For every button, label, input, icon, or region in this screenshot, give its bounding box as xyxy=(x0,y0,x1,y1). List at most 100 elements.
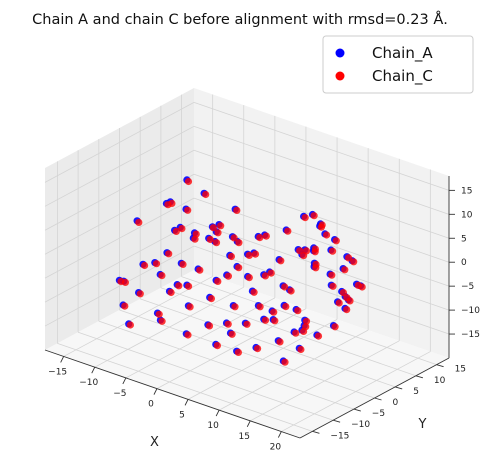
grid-line-z xyxy=(193,173,450,263)
point-chain-c xyxy=(224,320,232,328)
point-chain-c xyxy=(245,274,253,282)
point-chain-c xyxy=(314,332,323,340)
point-chain-c xyxy=(346,297,354,305)
point-chain-c xyxy=(328,271,336,279)
point-chain-c xyxy=(332,237,340,245)
y-axis-label: Y xyxy=(418,417,427,432)
point-chain-c xyxy=(126,321,134,329)
point-chain-c xyxy=(233,206,241,214)
x-axis-line xyxy=(44,349,301,439)
legend-marker-chain-a xyxy=(335,48,345,58)
grid-line-z xyxy=(193,149,450,239)
point-chain-c xyxy=(121,302,129,310)
point-chain-c xyxy=(228,330,236,338)
point-chain-c xyxy=(167,288,175,297)
point-chain-c xyxy=(284,227,292,235)
point-chain-c xyxy=(205,322,214,330)
y-tick-mark xyxy=(415,375,424,379)
point-chain-c xyxy=(243,320,251,328)
point-chain-c xyxy=(184,331,192,339)
x-tick-mark xyxy=(215,409,220,417)
grid-line-z xyxy=(44,245,195,327)
x-axis-label: X xyxy=(150,435,159,450)
point-chain-c xyxy=(329,247,337,255)
legend-marker-chain-c xyxy=(335,71,345,81)
point-chain-c xyxy=(254,345,262,353)
point-chain-c xyxy=(245,251,253,259)
x-tick-mark xyxy=(122,377,127,385)
grid-line-z xyxy=(193,125,450,215)
y-tick-label: 0 xyxy=(393,398,399,408)
point-chain-c xyxy=(214,229,222,237)
point-chain-c xyxy=(345,254,353,262)
grid-line-z xyxy=(44,173,195,255)
point-chain-c xyxy=(164,201,172,209)
point-chain-c xyxy=(301,214,309,222)
point-chain-c xyxy=(141,261,149,270)
point-chain-c xyxy=(214,277,222,285)
y-tick-label: 10 xyxy=(434,376,446,386)
point-chain-c xyxy=(175,282,183,290)
grid-line-z xyxy=(44,149,195,231)
point-chain-c xyxy=(270,308,278,316)
y-tick-label: 15 xyxy=(455,365,466,375)
legend-label-chain-a: Chain_A xyxy=(372,44,433,63)
point-chain-c xyxy=(261,316,270,324)
point-chain-c xyxy=(256,303,264,311)
point-chain-c xyxy=(294,307,302,315)
point-chain-c xyxy=(310,212,318,220)
point-chain-c xyxy=(271,317,279,325)
point-chain-c xyxy=(250,288,258,296)
grid-line-z xyxy=(193,245,450,335)
point-chain-c xyxy=(323,231,331,239)
point-chain-c xyxy=(206,235,214,244)
point-chain-c xyxy=(256,234,264,242)
point-chain-c xyxy=(343,306,351,314)
point-chain-c xyxy=(235,239,243,247)
legend-label-chain-c: Chain_C xyxy=(372,67,433,86)
y-tick-mark xyxy=(332,419,341,423)
x-tick-label: 10 xyxy=(207,421,219,431)
grid-line-z xyxy=(193,101,450,191)
point-chain-c xyxy=(287,287,295,295)
point-chain-c xyxy=(296,247,304,255)
x-tick-mark xyxy=(153,388,158,395)
x-tick-mark xyxy=(60,356,65,363)
point-chain-c xyxy=(172,227,180,235)
x-tick-label: 20 xyxy=(270,443,282,453)
grid-line-z xyxy=(44,221,195,303)
y-tick-mark xyxy=(312,430,320,434)
x-tick-mark xyxy=(91,366,96,374)
point-chain-c xyxy=(191,235,199,243)
point-chain-c xyxy=(209,224,217,232)
legend-box xyxy=(322,35,474,94)
y-tick-label: 5 xyxy=(413,387,419,397)
point-chain-c xyxy=(339,289,347,297)
point-chain-c xyxy=(155,310,163,318)
point-chain-c xyxy=(224,272,232,280)
point-chain-c xyxy=(281,358,289,366)
point-chain-c xyxy=(202,190,210,199)
x-tick-mark xyxy=(246,420,251,428)
legend: Chain_A Chain_C xyxy=(322,35,474,94)
point-chain-c xyxy=(318,221,326,229)
grid-line-y xyxy=(160,287,417,377)
point-chain-c xyxy=(186,303,194,311)
point-chain-c xyxy=(227,252,235,261)
x-tick-mark xyxy=(277,431,282,438)
point-chain-c xyxy=(282,303,290,311)
point-chain-c xyxy=(230,234,238,242)
axis-panes xyxy=(45,88,449,438)
point-chain-c xyxy=(217,222,225,230)
grid-line-y xyxy=(57,342,313,432)
z-tick-label: 5 xyxy=(461,234,467,244)
point-chain-c xyxy=(231,303,239,311)
point-chain-c xyxy=(135,218,143,226)
point-chain-c xyxy=(341,266,349,274)
point-chain-c xyxy=(185,282,193,290)
point-chain-c xyxy=(158,272,166,280)
point-chain-c xyxy=(302,247,311,255)
point-chain-c xyxy=(196,266,204,274)
point-chain-c xyxy=(251,250,260,258)
x-tick-label: 5 xyxy=(179,410,185,420)
